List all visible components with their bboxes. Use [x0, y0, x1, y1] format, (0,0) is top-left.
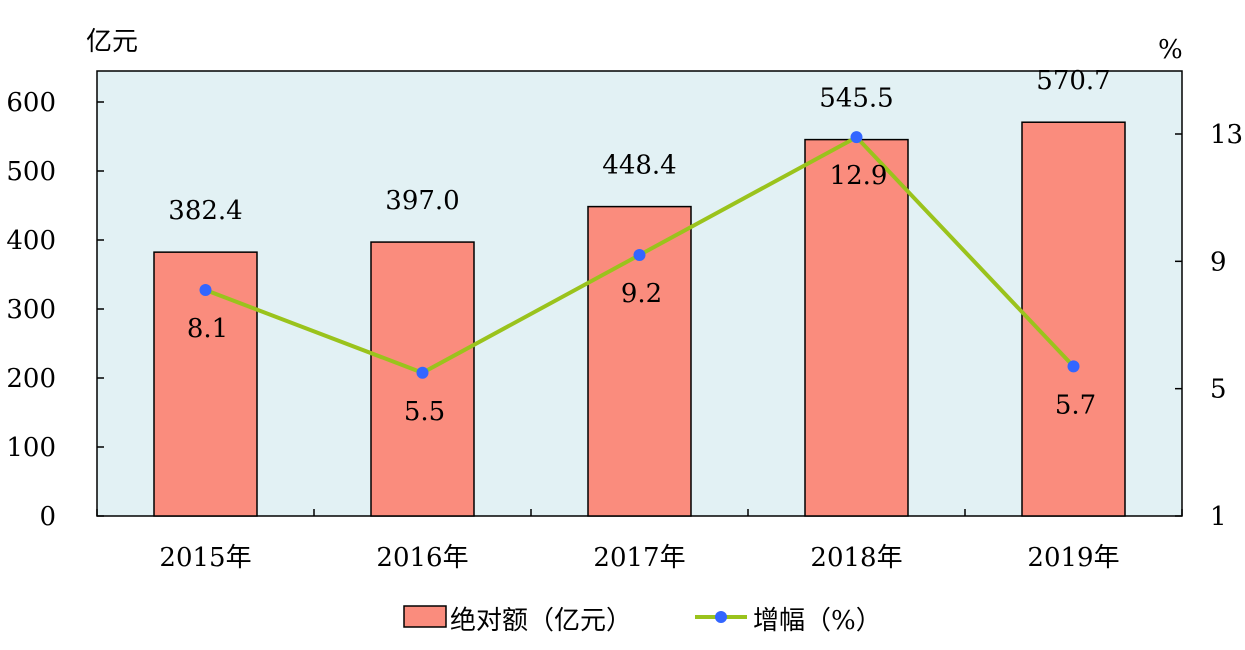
legend-line-label: 增幅（%）	[753, 606, 882, 636]
left-axis-tick-label: 200	[6, 364, 56, 394]
line-marker	[1067, 360, 1080, 373]
right-axis-tick-label: 13	[1210, 120, 1243, 150]
left-axis-tick-label: 400	[6, 226, 56, 256]
x-axis-category-label: 2018年	[810, 543, 902, 573]
legend-line-marker	[715, 611, 727, 623]
bar-value-label: 382.4	[168, 196, 242, 226]
x-axis: 2015年 2016年 2017年 2018年 2019年	[96, 509, 1183, 573]
legend-bar-swatch	[403, 605, 447, 628]
line-marker	[850, 131, 863, 144]
bar	[370, 241, 475, 517]
bar-value-label: 545.5	[819, 84, 893, 114]
left-axis-tick-label: 500	[6, 157, 56, 187]
bar-value-label: 570.7	[1036, 66, 1110, 96]
right-axis-tick-label: 9	[1210, 247, 1227, 277]
right-axis: 1 5 9 13	[1175, 120, 1243, 532]
line-value-label: 5.5	[404, 397, 445, 427]
bar	[1021, 121, 1126, 517]
bar	[804, 138, 909, 517]
line-marker	[199, 283, 212, 296]
left-axis-tick-label: 100	[6, 433, 56, 463]
right-axis-tick-label: 1	[1210, 502, 1227, 532]
line-value-label: 12.9	[830, 161, 888, 191]
right-axis-unit: %	[1158, 35, 1183, 65]
left-axis: 0 100 200 300 400 500 600	[6, 88, 104, 532]
left-axis-tick-label: 0	[39, 502, 56, 532]
left-axis-tick-label: 600	[6, 88, 56, 118]
x-axis-category-label: 2016年	[376, 543, 468, 573]
bar-value-label: 397.0	[385, 186, 459, 216]
x-axis-category-label: 2015年	[159, 543, 251, 573]
x-axis-category-label: 2017年	[593, 543, 685, 573]
legend: 绝对额（亿元） 增幅（%）	[403, 605, 882, 636]
right-axis-tick-label: 5	[1210, 375, 1227, 405]
line-value-label: 8.1	[187, 314, 228, 344]
left-axis-unit: 亿元	[86, 27, 138, 57]
legend-bar-label: 绝对额（亿元）	[450, 606, 632, 636]
left-axis-tick-label: 300	[6, 295, 56, 325]
line-value-label: 5.7	[1055, 390, 1096, 420]
x-axis-category-label: 2019年	[1027, 543, 1119, 573]
line-marker	[416, 366, 429, 379]
line-value-label: 9.2	[621, 279, 662, 309]
bar-value-label: 448.4	[602, 151, 676, 181]
line-series: 8.1 5.5 9.2 12.9 5.7	[187, 131, 1096, 427]
bar	[153, 251, 258, 517]
bar-series: 382.4 397.0 448.4 545.5 570.7	[153, 66, 1126, 517]
line-marker	[633, 248, 646, 261]
